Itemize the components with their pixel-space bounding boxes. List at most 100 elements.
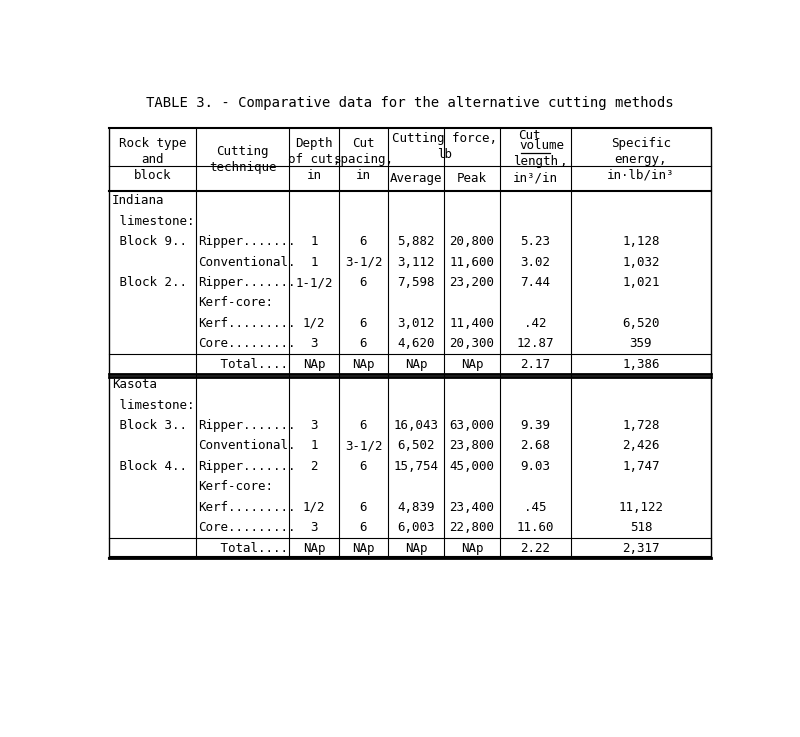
Text: Ripper.......: Ripper....... xyxy=(198,276,295,289)
Text: Cutting force,
lb: Cutting force, lb xyxy=(392,133,497,161)
Text: 3,112: 3,112 xyxy=(398,256,435,268)
Text: 2,317: 2,317 xyxy=(622,542,660,555)
Text: Cutting
technique: Cutting technique xyxy=(209,145,276,174)
Text: Kasota: Kasota xyxy=(112,378,157,391)
Text: 11,400: 11,400 xyxy=(450,317,494,330)
Text: 6,520: 6,520 xyxy=(622,317,660,330)
Text: 6: 6 xyxy=(360,419,367,432)
Text: 2.68: 2.68 xyxy=(521,439,550,453)
Text: Conventional.: Conventional. xyxy=(198,439,295,453)
Text: Ripper.......: Ripper....... xyxy=(198,235,295,248)
Text: limestone:: limestone: xyxy=(112,399,194,411)
Text: 1: 1 xyxy=(310,235,318,248)
Text: 23,800: 23,800 xyxy=(450,439,494,453)
Text: Total....: Total.... xyxy=(198,357,288,371)
Text: Kerf-core:: Kerf-core: xyxy=(198,481,273,493)
Text: 15,754: 15,754 xyxy=(394,460,438,473)
Text: 6: 6 xyxy=(360,235,367,248)
Text: 9.39: 9.39 xyxy=(521,419,550,432)
Text: NAp: NAp xyxy=(461,357,483,371)
Text: 20,300: 20,300 xyxy=(450,338,494,350)
Text: NAp: NAp xyxy=(302,357,325,371)
Text: .42: .42 xyxy=(524,317,547,330)
Text: Depth
of cut,
in: Depth of cut, in xyxy=(288,137,340,182)
Text: 1/2: 1/2 xyxy=(302,317,325,330)
Text: Core.........: Core......... xyxy=(198,521,295,534)
Text: 6,502: 6,502 xyxy=(398,439,435,453)
Text: 9.03: 9.03 xyxy=(521,460,550,473)
Text: 2.17: 2.17 xyxy=(521,357,550,371)
Text: Cut: Cut xyxy=(518,129,541,142)
Text: 11,122: 11,122 xyxy=(618,500,663,514)
Text: 1: 1 xyxy=(310,256,318,268)
Text: 22,800: 22,800 xyxy=(450,521,494,534)
Text: 3-1/2: 3-1/2 xyxy=(345,256,382,268)
Text: 7.44: 7.44 xyxy=(521,276,550,289)
Text: 3.02: 3.02 xyxy=(521,256,550,268)
Text: Conventional.: Conventional. xyxy=(198,256,295,268)
Text: NAp: NAp xyxy=(405,542,427,555)
Text: 6: 6 xyxy=(360,338,367,350)
Text: .45: .45 xyxy=(524,500,547,514)
Text: 359: 359 xyxy=(630,338,652,350)
Text: 16,043: 16,043 xyxy=(394,419,438,432)
Text: 23,200: 23,200 xyxy=(450,276,494,289)
Text: 6: 6 xyxy=(360,500,367,514)
Text: 1-1/2: 1-1/2 xyxy=(295,276,333,289)
Text: Rock type
and
block: Rock type and block xyxy=(119,137,186,182)
Text: 3: 3 xyxy=(310,338,318,350)
Text: NAp: NAp xyxy=(405,357,427,371)
Text: 11.60: 11.60 xyxy=(517,521,554,534)
Text: Block 9..: Block 9.. xyxy=(112,235,186,248)
Text: 1,728: 1,728 xyxy=(622,419,660,432)
Text: 63,000: 63,000 xyxy=(450,419,494,432)
Text: 518: 518 xyxy=(630,521,652,534)
Text: 45,000: 45,000 xyxy=(450,460,494,473)
Text: Block 2..: Block 2.. xyxy=(112,276,186,289)
Text: Core.........: Core......... xyxy=(198,338,295,350)
Text: length: length xyxy=(513,155,558,167)
Text: 3: 3 xyxy=(310,521,318,534)
Text: 2,426: 2,426 xyxy=(622,439,660,453)
Text: NAp: NAp xyxy=(461,542,483,555)
Text: 1,747: 1,747 xyxy=(622,460,660,473)
Text: volume: volume xyxy=(519,139,564,153)
Text: 20,800: 20,800 xyxy=(450,235,494,248)
Text: Peak: Peak xyxy=(457,172,487,184)
Text: 3: 3 xyxy=(310,419,318,432)
Text: Kerf-core:: Kerf-core: xyxy=(198,296,273,310)
Text: Cut
spacing,
in: Cut spacing, in xyxy=(334,137,394,182)
Text: 6: 6 xyxy=(360,521,367,534)
Text: 12.87: 12.87 xyxy=(517,338,554,350)
Text: 3-1/2: 3-1/2 xyxy=(345,439,382,453)
Text: Kerf.........: Kerf......... xyxy=(198,500,295,514)
Text: Ripper.......: Ripper....... xyxy=(198,460,295,473)
Text: NAp: NAp xyxy=(352,542,374,555)
Text: 1/2: 1/2 xyxy=(302,500,325,514)
Text: Average: Average xyxy=(390,172,442,184)
Text: 6: 6 xyxy=(360,276,367,289)
Text: 6: 6 xyxy=(360,317,367,330)
Text: 1,128: 1,128 xyxy=(622,235,660,248)
Text: Indiana: Indiana xyxy=(112,195,164,207)
Text: 2.22: 2.22 xyxy=(521,542,550,555)
Text: 11,600: 11,600 xyxy=(450,256,494,268)
Text: 4,839: 4,839 xyxy=(398,500,435,514)
Text: 1,032: 1,032 xyxy=(622,256,660,268)
Text: 2: 2 xyxy=(310,460,318,473)
Text: ,: , xyxy=(559,155,566,167)
Text: 1: 1 xyxy=(310,439,318,453)
Text: Kerf.........: Kerf......... xyxy=(198,317,295,330)
Text: in³/in: in³/in xyxy=(513,172,558,184)
Text: TABLE 3. - Comparative data for the alternative cutting methods: TABLE 3. - Comparative data for the alte… xyxy=(146,96,674,110)
Text: 3,012: 3,012 xyxy=(398,317,435,330)
Text: NAp: NAp xyxy=(352,357,374,371)
Text: 1,386: 1,386 xyxy=(622,357,660,371)
Text: 6: 6 xyxy=(360,460,367,473)
Text: 6,003: 6,003 xyxy=(398,521,435,534)
Text: limestone:: limestone: xyxy=(112,214,194,228)
Text: Specific
energy,
in·lb/in³: Specific energy, in·lb/in³ xyxy=(607,137,674,182)
Text: 5,882: 5,882 xyxy=(398,235,435,248)
Text: 4,620: 4,620 xyxy=(398,338,435,350)
Text: NAp: NAp xyxy=(302,542,325,555)
